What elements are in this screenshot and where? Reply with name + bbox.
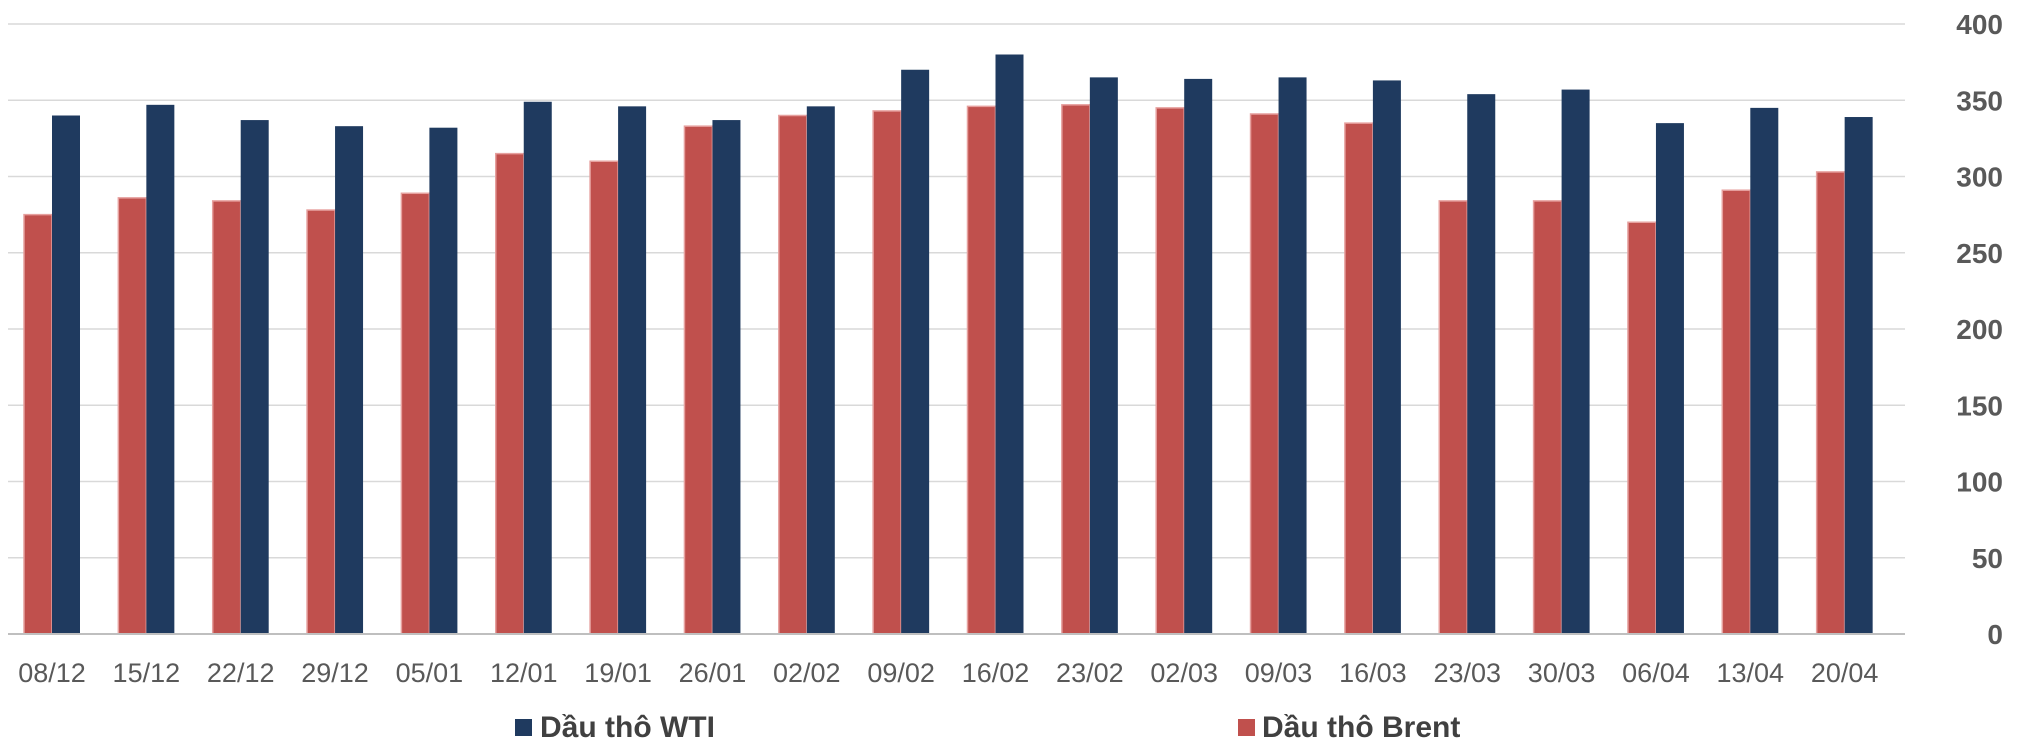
bar-wti xyxy=(1278,77,1307,634)
bar-brent xyxy=(683,125,714,635)
legend-label: Dầu thô Brent xyxy=(1262,711,1460,744)
bar-wti xyxy=(712,120,741,634)
bar-wti xyxy=(806,106,835,635)
bar-brent xyxy=(1249,113,1280,635)
y-tick-label: 300 xyxy=(1956,162,2003,193)
y-tick-label: 100 xyxy=(1956,467,2003,498)
bar-wti xyxy=(1372,80,1401,635)
bar-wti xyxy=(1655,123,1684,634)
x-tick-label: 20/04 xyxy=(1811,658,1879,688)
y-tick-label: 150 xyxy=(1956,390,2003,421)
x-tick-label: 15/12 xyxy=(113,658,181,688)
x-tick-label: 02/02 xyxy=(773,658,841,688)
bar-wti xyxy=(146,104,175,634)
x-tick-label: 16/02 xyxy=(962,658,1030,688)
bar-wti xyxy=(523,101,552,634)
bar-brent xyxy=(1532,200,1563,635)
bar-wti xyxy=(429,127,458,634)
bar-brent xyxy=(211,200,242,635)
bar-brent xyxy=(306,209,336,635)
y-tick-label: 50 xyxy=(1972,543,2003,574)
bar-brent xyxy=(589,160,619,635)
bars xyxy=(23,54,1873,635)
y-tick-label: 0 xyxy=(1987,619,2003,650)
bar-wti xyxy=(995,54,1024,634)
bar-wti xyxy=(1184,78,1213,634)
legend-swatch xyxy=(1238,719,1255,736)
bar-brent xyxy=(495,152,525,635)
bar-brent xyxy=(1815,171,1846,635)
legend-label: Dầu thô WTI xyxy=(540,711,715,744)
x-tick-label: 23/02 xyxy=(1056,658,1124,688)
x-tick-label: 13/04 xyxy=(1717,658,1785,688)
x-tick-label: 06/04 xyxy=(1622,658,1690,688)
bar-brent xyxy=(778,114,808,635)
x-tick-label: 30/03 xyxy=(1528,658,1596,688)
bar-wti xyxy=(1750,107,1779,634)
bar-wti xyxy=(901,69,930,634)
x-tick-label: 26/01 xyxy=(679,658,747,688)
bar-brent xyxy=(1721,189,1752,635)
y-tick-label: 350 xyxy=(1956,85,2003,116)
bar-brent xyxy=(1438,200,1468,635)
legend-swatch xyxy=(515,719,532,736)
bar-brent xyxy=(23,213,53,635)
x-tick-label: 22/12 xyxy=(207,658,275,688)
bar-brent xyxy=(1155,107,1185,635)
bar-brent xyxy=(400,192,431,635)
gridlines xyxy=(8,23,1905,559)
y-tick-label: 400 xyxy=(1956,9,2003,40)
legend: Dầu thô WTI Dầu thô Brent xyxy=(515,711,1460,744)
x-tick-labels: 08/12 15/12 22/12 29/12 05/01 12/01 19/01 26/01… xyxy=(18,658,1878,688)
bar-wti xyxy=(1467,94,1496,634)
bar-wti xyxy=(240,120,269,634)
bar-brent xyxy=(117,197,148,635)
bar-brent xyxy=(1344,122,1374,635)
x-tick-label: 12/01 xyxy=(490,658,558,688)
x-tick-label: 29/12 xyxy=(301,658,369,688)
bar-wti xyxy=(1089,77,1118,634)
bar-wti xyxy=(335,126,364,635)
x-tick-label: 08/12 xyxy=(18,658,86,688)
bar-wti xyxy=(618,106,647,635)
bar-brent xyxy=(966,105,997,635)
x-tick-label: 16/03 xyxy=(1339,658,1407,688)
x-tick-label: 09/02 xyxy=(867,658,935,688)
bar-wti xyxy=(52,115,80,634)
bar-wti xyxy=(1844,117,1873,634)
x-tick-label: 23/03 xyxy=(1433,658,1501,688)
bar-wti xyxy=(1561,89,1590,634)
bar-brent xyxy=(1627,221,1657,635)
x-tick-label: 09/03 xyxy=(1245,658,1313,688)
x-tick-label: 05/01 xyxy=(396,658,464,688)
y-tick-label: 200 xyxy=(1956,314,2003,345)
y-tick-labels: 0 50 100 150 200 250 300 350 400 xyxy=(1956,9,2003,650)
x-tick-label: 02/03 xyxy=(1150,658,1218,688)
x-tick-label: 19/01 xyxy=(584,658,652,688)
bar-brent xyxy=(872,110,902,635)
y-tick-label: 250 xyxy=(1956,238,2003,269)
bar-brent xyxy=(1061,104,1091,635)
